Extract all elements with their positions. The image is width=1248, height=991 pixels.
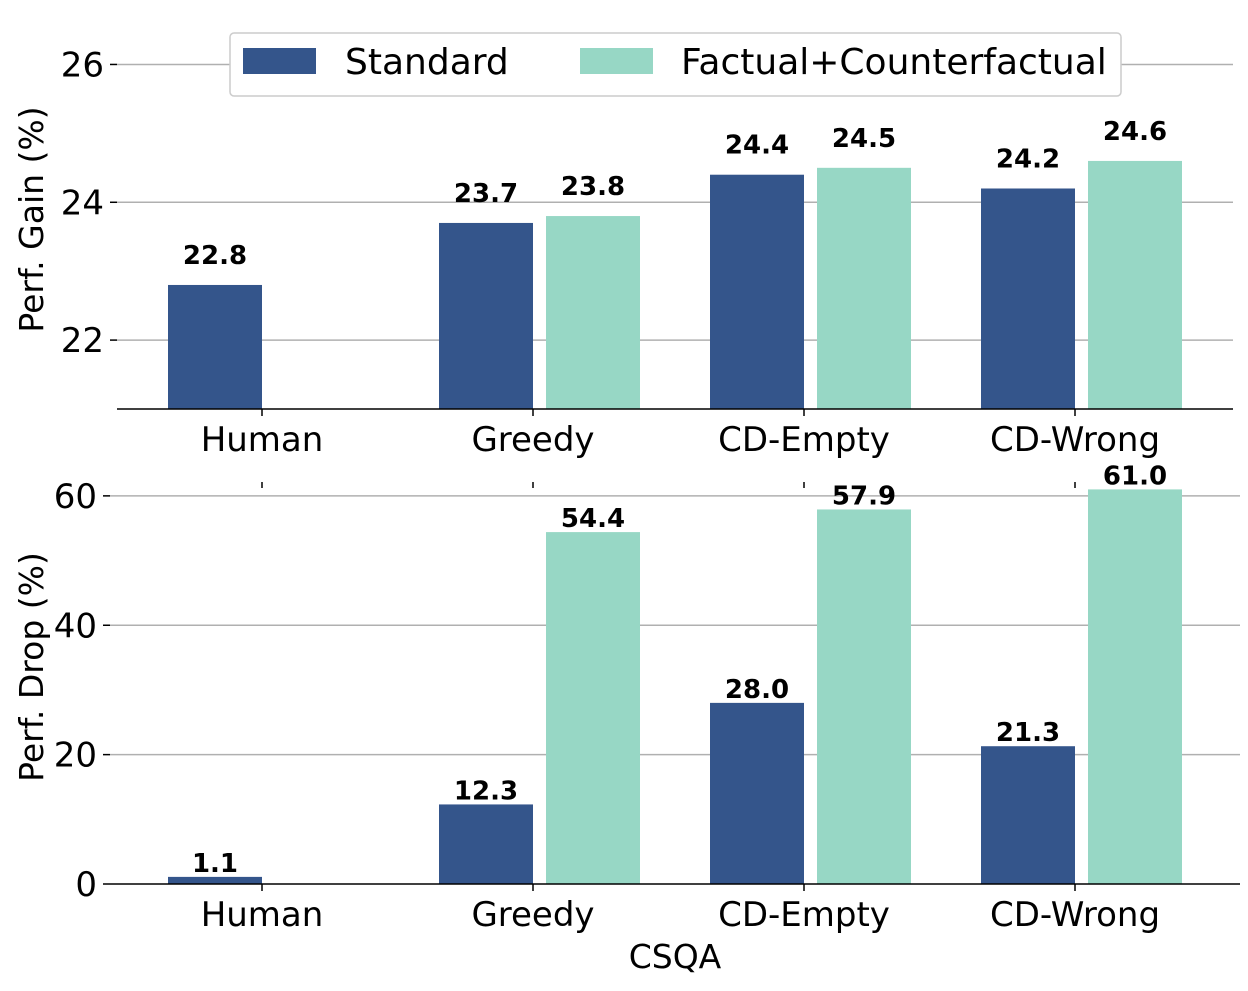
x-tick-label-human: Human <box>201 895 324 935</box>
x-tick-label-cd-wrong: CD-Wrong <box>990 420 1160 460</box>
legend-label-factual-counterfactual: Factual+Counterfactual <box>681 42 1107 83</box>
bar-standard-cd-wrong <box>981 188 1075 409</box>
y-tick-label-22: 22 <box>61 321 104 361</box>
bar-factual-counterfactual-cd-wrong <box>1088 160 1182 409</box>
bar-factual-counterfactual-cd-empty <box>817 167 911 409</box>
data-label-factual-counterfactual-cd-empty: 57.9 <box>832 481 896 511</box>
bar-standard-greedy <box>439 804 533 884</box>
x-tick-label-greedy: Greedy <box>471 895 594 935</box>
bar-standard-cd-empty <box>710 174 804 409</box>
data-label-standard-greedy: 23.7 <box>454 179 518 209</box>
data-label-standard-cd-wrong: 21.3 <box>996 718 1060 748</box>
y-tick-label-20: 20 <box>54 736 97 776</box>
data-label-standard-cd-empty: 28.0 <box>725 675 789 705</box>
x-axis-title: CSQA <box>629 937 722 976</box>
data-label-standard-greedy: 12.3 <box>454 776 518 806</box>
y-tick-label-60: 60 <box>54 477 97 517</box>
bar-standard-cd-empty <box>710 702 804 884</box>
bar-factual-counterfactual-cd-wrong <box>1088 489 1182 884</box>
bar-standard-human <box>168 876 262 884</box>
bar-factual-counterfactual-greedy <box>546 216 640 409</box>
y-tick-label-40: 40 <box>54 606 97 646</box>
bar-standard-human <box>168 284 262 409</box>
legend: Standard Factual+Counterfactual <box>229 32 1122 97</box>
x-tick-label-cd-empty: CD-Empty <box>718 420 890 460</box>
data-label-standard-human: 22.8 <box>183 241 247 271</box>
x-tick-label-human: Human <box>201 420 324 460</box>
y-tick-label-26: 26 <box>61 45 104 85</box>
legend-frame <box>229 32 1122 97</box>
bar-standard-cd-wrong <box>981 746 1075 884</box>
legend-swatch-factual-counterfactual <box>580 48 653 74</box>
x-tick-label-cd-empty: CD-Empty <box>718 895 890 935</box>
data-label-standard-cd-wrong: 24.2 <box>996 144 1060 174</box>
y-tick-label-24: 24 <box>61 183 104 223</box>
legend-label-standard: Standard <box>345 42 509 83</box>
y-axis-title: Perf. Gain (%) <box>12 106 51 332</box>
y-tick-label-0: 0 <box>75 865 97 905</box>
gain-panel: 22 24 26 Perf. Gain (%) 22.8 23.7 24.4 24.2 23.8… <box>12 45 1233 488</box>
data-label-factual-counterfactual-cd-wrong: 61.0 <box>1103 461 1167 491</box>
bar-factual-counterfactual-greedy <box>546 532 640 884</box>
x-tick-label-greedy: Greedy <box>471 420 594 460</box>
legend-swatch-standard <box>243 48 316 74</box>
data-label-factual-counterfactual-greedy: 54.4 <box>561 504 625 534</box>
data-label-factual-counterfactual-greedy: 23.8 <box>561 172 625 202</box>
data-label-factual-counterfactual-cd-wrong: 24.6 <box>1103 117 1167 147</box>
x-tick-label-cd-wrong: CD-Wrong <box>990 895 1160 935</box>
bar-factual-counterfactual-cd-empty <box>817 509 911 884</box>
data-label-standard-human: 1.1 <box>192 849 238 879</box>
y-axis-title: Perf. Drop (%) <box>12 552 51 782</box>
bar-standard-greedy <box>439 222 533 409</box>
data-label-standard-cd-empty: 24.4 <box>725 131 789 161</box>
data-label-factual-counterfactual-cd-empty: 24.5 <box>832 124 896 154</box>
